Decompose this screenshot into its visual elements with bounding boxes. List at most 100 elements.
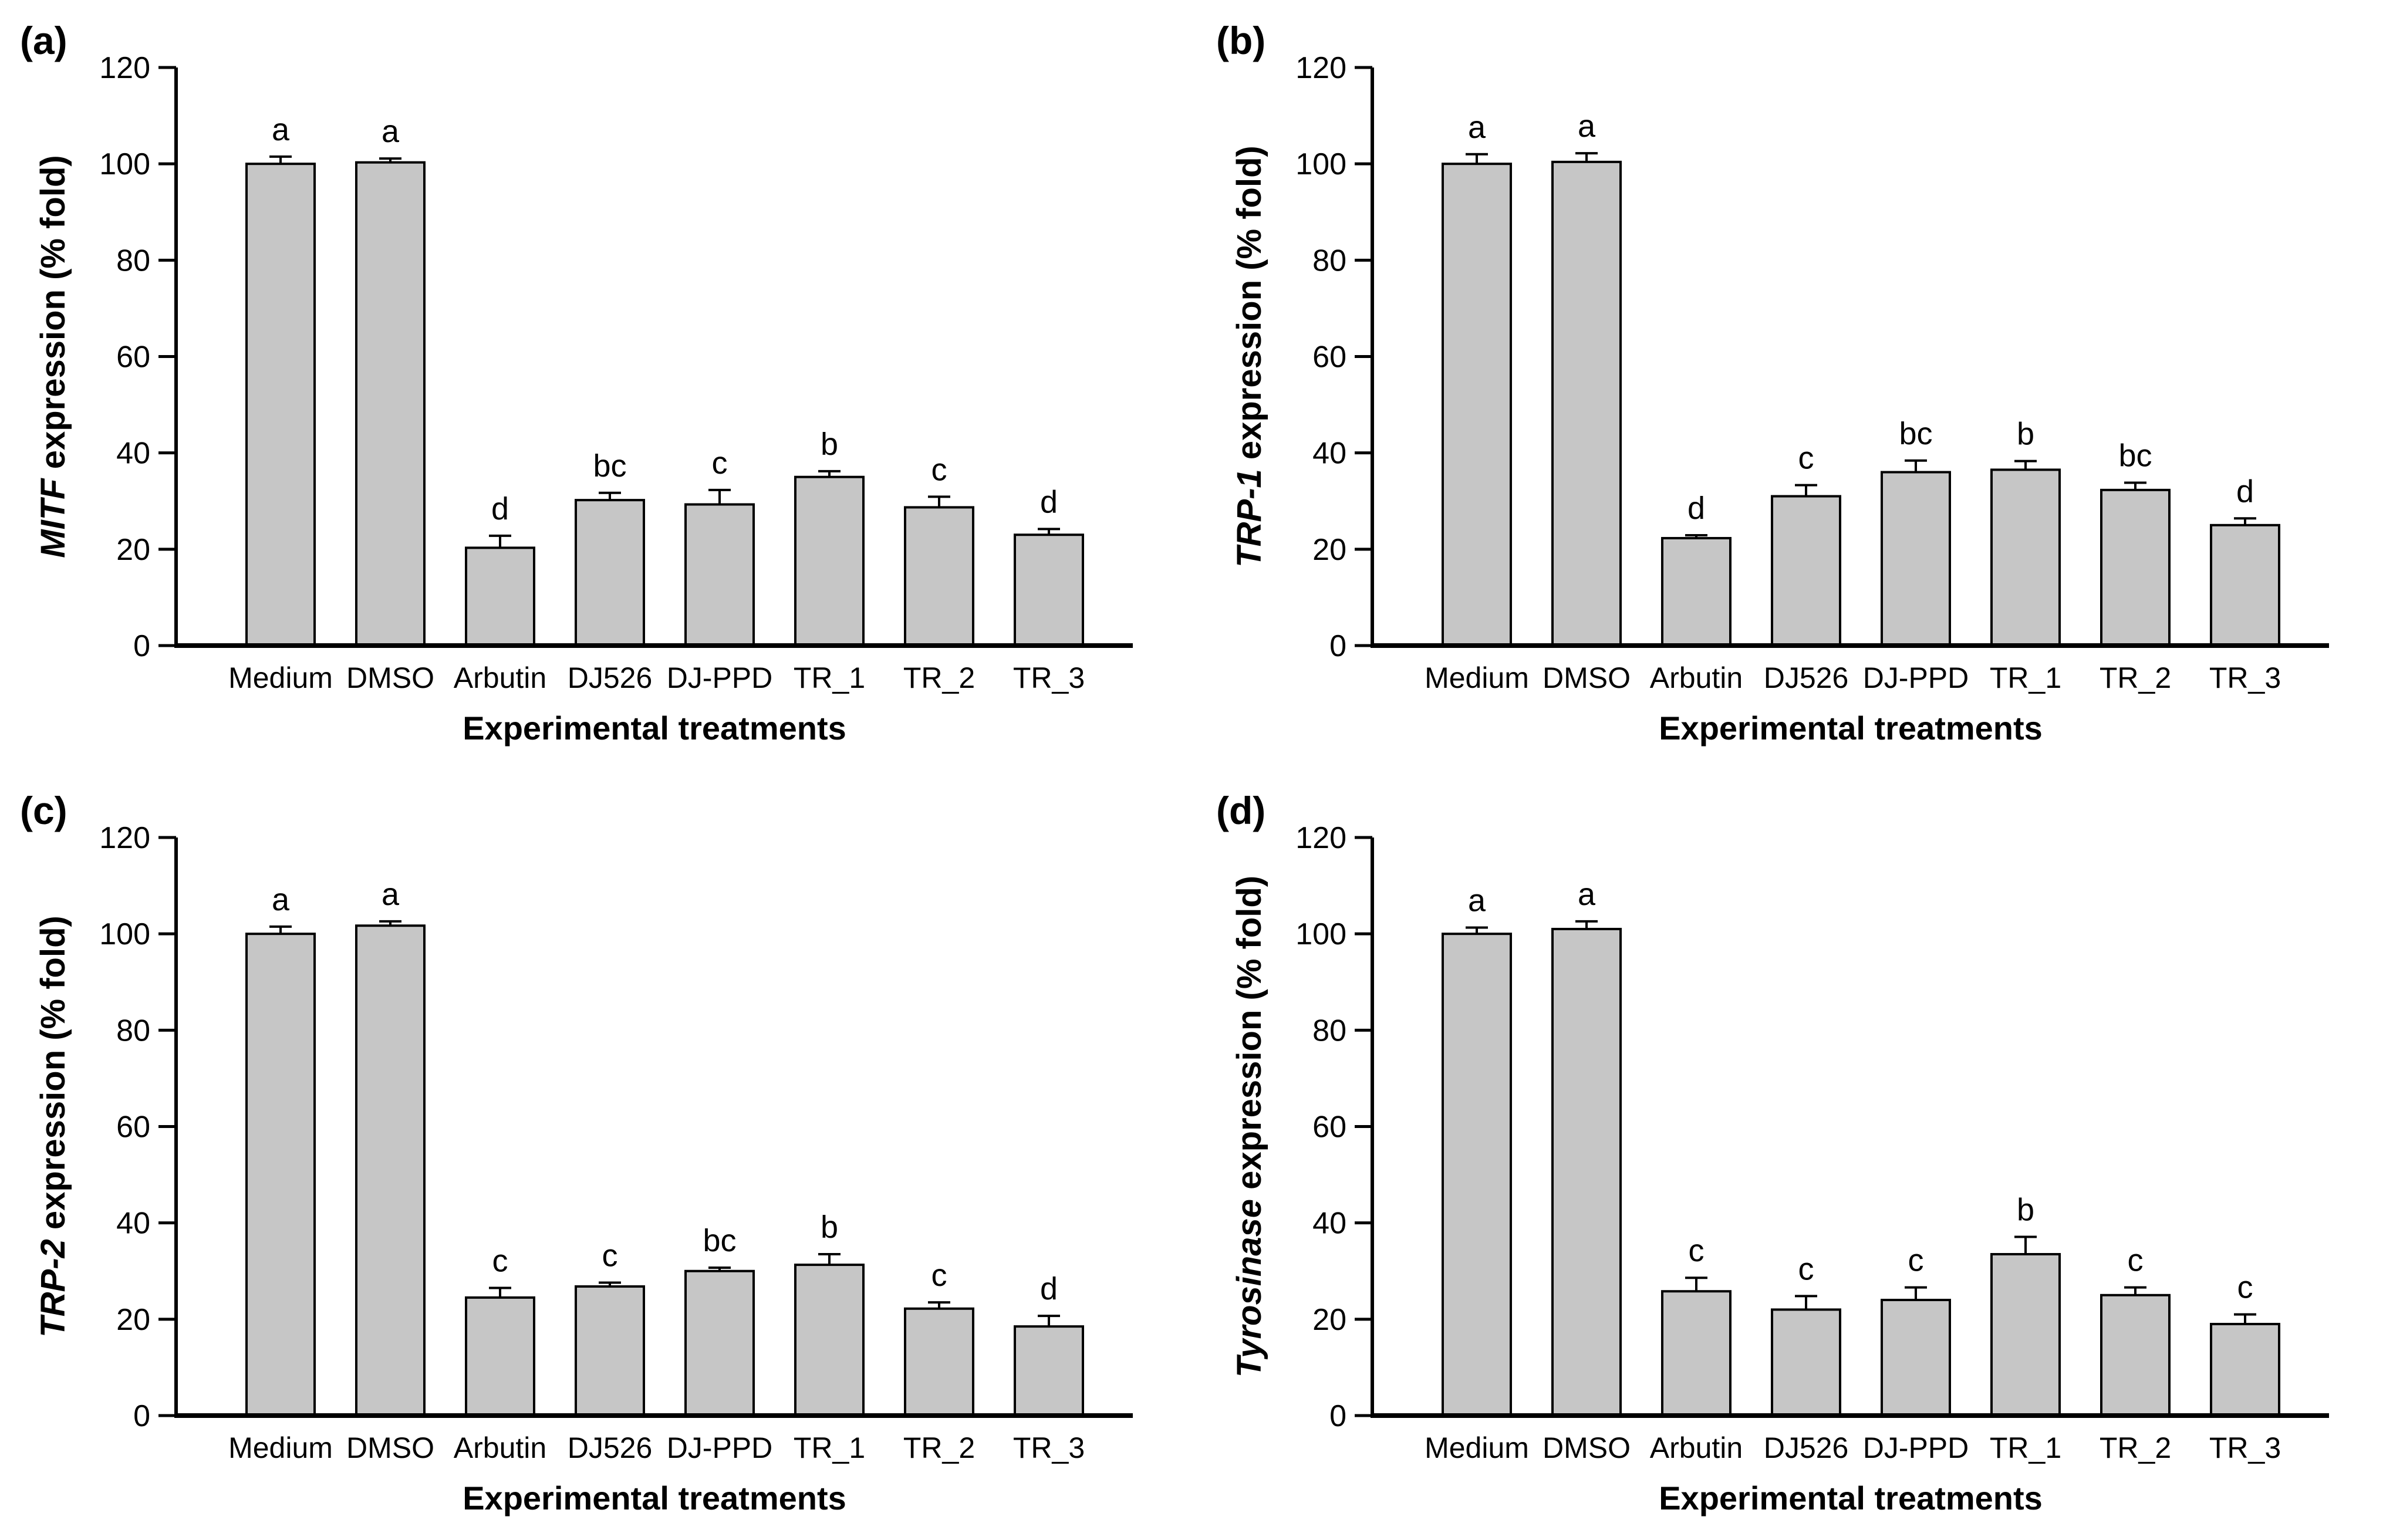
sig-letter-tr_2: c [931,1258,947,1293]
bar-dj-ppd [1881,471,1951,647]
bar-tr_1 [1990,468,2061,647]
y-tick-label-20: 20 [1312,1303,1346,1337]
bar-arbutin [1661,1290,1732,1417]
bar-dj-ppd [684,503,755,647]
x-tick-label-tr_3: TR_3 [1013,1431,1085,1464]
y-tick-label-60: 60 [116,340,150,374]
sig-letter-tr_3: c [2237,1270,2253,1305]
y-axis-title-rest: expression (% fold) [1230,876,1268,1199]
bar-dmso [1551,160,1622,647]
x-tick-label-dmso: DMSO [346,661,434,694]
panel-label-b: (b) [1216,19,1265,62]
x-axis-title: Experimental treatments [1659,1480,2043,1517]
sig-letter-dj-ppd: bc [703,1223,736,1258]
y-axis-title-rest: expression (% fold) [1230,146,1268,469]
chart-panel-b: a Medium a DMSO d Arbutin c DJ526 bc DJ-PPD b TR_1 b… [1216,19,2329,747]
y-tick-label-80: 80 [116,244,150,278]
x-tick-label-tr_2: TR_2 [2100,661,2171,694]
y-axis-title: Tyrosinase expression (% fold) [1230,876,1268,1377]
x-tick-label-dj-ppd: DJ-PPD [1863,661,1969,694]
x-tick-label-dmso: DMSO [1543,661,1631,694]
x-tick-label-medium: Medium [228,661,333,694]
y-tick-label-0: 0 [1329,629,1346,663]
bar-dj526 [575,499,645,647]
sig-letter-dj-ppd: c [1908,1243,1924,1278]
x-tick-label-arbutin: Arbutin [1650,1431,1743,1464]
y-tick-label-120: 120 [99,821,150,855]
y-tick-label-20: 20 [1312,533,1346,567]
sig-letter-dmso: a [1578,877,1596,912]
x-tick-label-medium: Medium [1425,661,1529,694]
sig-letter-dmso: a [1578,109,1596,144]
sig-letter-dj526: bc [593,448,626,484]
y-axis-title: TRP-2 expression (% fold) [34,916,72,1338]
bar-dj-ppd [1881,1299,1951,1417]
bar-tr_3 [2210,524,2280,647]
panel-label-c: (c) [20,789,67,832]
x-tick-label-dj-ppd: DJ-PPD [1863,1431,1969,1464]
y-tick-label-0: 0 [133,1399,150,1433]
bar-arbutin [465,1296,535,1417]
bar-medium [1442,163,1512,647]
bar-tr_2 [904,506,974,647]
sig-letter-arbutin: c [492,1243,508,1278]
y-tick-label-20: 20 [116,533,150,567]
bar-dj526 [1771,1308,1841,1417]
bar-tr_1 [794,1264,865,1417]
y-axis-title-gene-italic: TRP-1 [1230,469,1268,568]
y-tick-label-100: 100 [1295,917,1346,951]
bar-tr_3 [2210,1323,2280,1417]
x-tick-label-arbutin: Arbutin [454,1431,546,1464]
y-tick-label-120: 120 [99,51,150,85]
y-tick-label-80: 80 [116,1014,150,1048]
x-tick-label-arbutin: Arbutin [454,661,546,694]
x-tick-label-dj-ppd: DJ-PPD [667,1431,773,1464]
y-tick-label-100: 100 [99,147,150,181]
x-tick-label-arbutin: Arbutin [1650,661,1743,694]
chart-panel-d: a Medium a DMSO c Arbutin c DJ526 c DJ-PPD b TR_1 c T… [1216,789,2329,1517]
sig-letter-dj-ppd: bc [1899,416,1932,451]
y-tick-label-40: 40 [1312,1207,1346,1241]
x-tick-label-dj526: DJ526 [568,661,653,694]
y-axis-title: TRP-1 expression (% fold) [1230,146,1268,568]
bar-tr_1 [1990,1253,2061,1417]
y-tick-label-60: 60 [1312,1110,1346,1144]
sig-letter-medium: a [272,112,290,147]
x-tick-label-dmso: DMSO [346,1431,434,1464]
x-tick-label-dmso: DMSO [1543,1431,1631,1464]
panel-label-d: (d) [1216,789,1265,832]
x-tick-label-tr_2: TR_2 [903,1431,975,1464]
y-tick-label-80: 80 [1312,244,1346,278]
sig-letter-tr_2: c [931,452,947,487]
chart-panel-c: a Medium a DMSO c Arbutin c DJ526 bc DJ-PPD b TR_1 c… [20,789,1133,1517]
bar-tr_3 [1014,1325,1084,1417]
y-tick-label-40: 40 [1312,437,1346,471]
y-tick-label-40: 40 [116,437,150,471]
chart-panel-a: a Medium a DMSO d Arbutin bc DJ526 c DJ-PPD b TR_1 c… [20,19,1133,747]
bar-medium [245,933,316,1417]
x-tick-label-tr_3: TR_3 [1013,661,1085,694]
bar-dj-ppd [684,1269,755,1417]
bar-dj526 [1771,495,1841,647]
sig-letter-dj526: c [1798,441,1814,476]
bar-dmso [355,924,426,1417]
y-axis-title-gene-italic: MITF [34,478,72,558]
x-tick-label-tr_3: TR_3 [2209,1431,2281,1464]
bar-medium [1442,933,1512,1417]
y-axis-title: MITF expression (% fold) [34,155,72,558]
bar-tr_3 [1014,533,1084,647]
x-tick-label-tr_2: TR_2 [2100,1431,2171,1464]
x-tick-label-medium: Medium [228,1431,333,1464]
x-tick-label-tr_1: TR_1 [1990,661,2061,694]
sig-letter-tr_2: c [2128,1243,2144,1278]
sig-letter-dj-ppd: c [712,445,728,481]
bar-dj526 [575,1285,645,1417]
sig-letter-tr_1: b [821,1210,838,1245]
x-tick-label-tr_1: TR_1 [1990,1431,2061,1464]
sig-letter-tr_1: b [2017,1192,2034,1227]
x-tick-label-dj526: DJ526 [1764,1431,1849,1464]
bar-tr_2 [904,1307,974,1417]
x-tick-label-tr_3: TR_3 [2209,661,2281,694]
y-tick-label-100: 100 [99,917,150,951]
